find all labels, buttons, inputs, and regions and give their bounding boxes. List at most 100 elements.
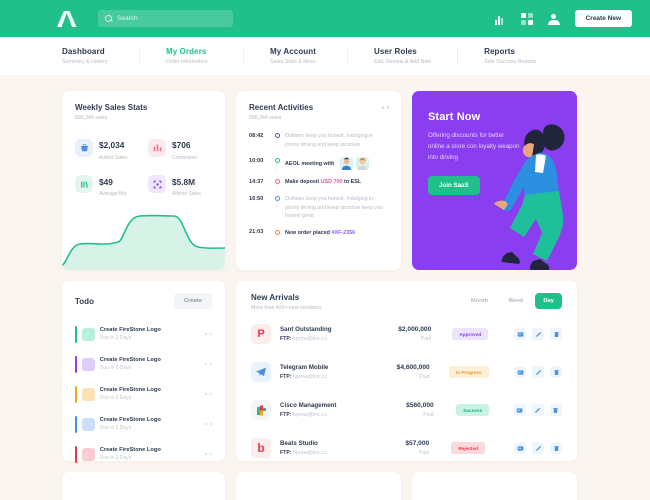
list-item[interactable]: Create FireStone Logo Due in 2 Days [75,379,212,409]
company-name: Beats Studio [280,440,318,448]
edit-icon[interactable] [531,404,544,416]
more-dots-icon[interactable] [205,332,212,336]
cisco-icon [251,400,271,420]
nav-item-user-roles[interactable]: User Roles Edit, Review & Add New [374,47,459,65]
nav-subtitle: Sale Success Reports [484,59,537,65]
todo-color-bar [75,415,77,433]
filter-month-button[interactable]: Month [463,293,496,309]
todo-due: Due in 2 Days [99,365,132,371]
stat-value: $49 [99,176,113,187]
paid-status: Paid [423,412,434,419]
more-dots-icon[interactable] [205,392,212,396]
ftp-email: bprow@bnc.cc [292,449,328,456]
weekly-sales-stats-card: Weekly Sales Stats 890,344 sales $2,034 … [62,91,225,270]
edit-icon[interactable] [532,366,544,378]
table-row[interactable]: P Sant Outstanding FTP: bprow@bnc.cc $2,… [251,315,562,353]
nav-title: Reports [484,47,516,56]
woman-walking-illustration [494,124,565,270]
paid-status: Paid [420,336,432,343]
bottom-card-3[interactable] [412,472,577,500]
list-item[interactable]: Create FireStone Logo Due in 2 Days [75,439,212,469]
todo-card: Todo Create Create FireStone Logo Due in… [62,281,225,463]
edit-icon[interactable] [532,328,544,340]
delete-icon[interactable] [550,442,562,454]
list-item[interactable]: Create FireStone Logo Due in 2 Days [75,349,212,379]
activity-marker [274,178,280,193]
todo-thumbnail [81,357,95,371]
bottom-cards-row [62,472,588,500]
activity-marker [274,195,280,210]
stat-label: Author Sales [99,154,128,161]
activity-marker [274,157,280,172]
edit-icon[interactable] [532,442,544,454]
table-row[interactable]: Cisco Management FTP: bprow@bnc.cc $560,… [251,391,562,429]
activity-text: AEOL meeting with [285,161,335,168]
company-name: Sant Outstanding [280,326,332,334]
more-dots-icon[interactable] [205,362,212,366]
delete-icon[interactable] [550,328,562,340]
chart-icon[interactable] [493,12,506,25]
view-icon[interactable] [514,442,526,454]
status-badge: Approved [452,328,489,340]
recent-activities-card: Recent Activities 890,344 sales 08:42 Ou… [236,91,401,270]
bottom-card-2[interactable] [236,472,401,500]
create-todo-button[interactable]: Create [173,293,212,309]
view-icon[interactable] [514,328,526,340]
activity-item: 08:42 Outlines keep you honest. Indulgin… [249,132,388,157]
activity-item: 21:03 New order placed #XF-2356 [249,229,388,246]
list-item[interactable]: Create FireStone Logo Due in 2 Days [75,409,212,439]
filter-day-button[interactable]: Day [535,293,562,309]
more-dots-icon[interactable] [381,106,389,109]
main-nav: Dashboard Summary & History My Orders Or… [0,37,650,75]
stat-label: Alltime Sales [172,191,201,197]
activity-highlight: USD 700 [320,179,343,186]
brand-logo[interactable] [54,9,80,29]
delete-icon[interactable] [550,366,562,378]
expand-icon [148,175,166,194]
nav-item-reports[interactable]: Reports Sale Success Reports [484,47,562,65]
more-dots-icon[interactable] [205,422,212,426]
create-new-button[interactable]: Create New [574,10,632,27]
todo-due: Due in 2 Days [99,395,132,401]
todo-color-bar [75,355,77,373]
nav-item-my-orders[interactable]: My Orders Order Information [166,47,244,65]
nav-title: Dashboard [62,47,105,56]
nav-title: My Account [270,47,317,56]
bottom-card-1[interactable] [62,472,225,500]
filter-week-button[interactable]: Week [500,293,531,309]
join-saas-button[interactable]: Join SaaS [428,175,480,195]
top-bar: Create New [0,0,650,37]
activities-list: 08:42 Outlines keep you honest. Indulgin… [249,132,388,246]
nav-item-my-account[interactable]: My Account Sales Stats & More [270,47,348,65]
todo-thumbnail [81,417,95,431]
activity-time: 10:00 [249,157,264,164]
top-bar-actions: Create New [493,10,632,27]
stat-author-sales: $2,034 Author Sales [75,135,139,161]
list-item[interactable]: Create FireStone Logo Due in 2 Days [75,319,212,349]
paid-status: Paid [418,450,430,457]
search-input[interactable] [117,15,226,22]
activity-time: 21:03 [249,229,264,236]
ftp-email: bprow@bnc.cc [292,335,328,342]
period-filter: Month Week Day [463,293,562,309]
card-title: Todo [75,296,94,306]
ftp-label: FTP: [280,335,292,342]
amount: $57,000 [405,439,430,447]
user-icon[interactable] [547,13,560,25]
beats-icon: b [251,438,271,458]
activity-marker [274,229,280,235]
view-icon[interactable] [513,404,526,416]
ftp-email: bprow@bnc.cc [292,373,328,380]
search-box[interactable] [98,10,233,27]
more-dots-icon[interactable] [205,452,212,456]
amount: $4,600,000 [396,363,430,371]
activity-time: 16:50 [249,195,264,202]
status-badge: Rejected [451,442,485,454]
search-icon [105,15,112,22]
nav-item-dashboard[interactable]: Dashboard Summary & History [62,47,140,65]
table-row[interactable]: Telegram Mobile FTP: bprow@bnc.cc $4,600… [251,353,562,391]
grid-icon[interactable] [520,12,533,25]
view-icon[interactable] [514,366,526,378]
table-row[interactable]: b Beats Studio FTP: bprow@bnc.cc $57,000… [251,429,562,467]
delete-icon[interactable] [549,404,562,416]
